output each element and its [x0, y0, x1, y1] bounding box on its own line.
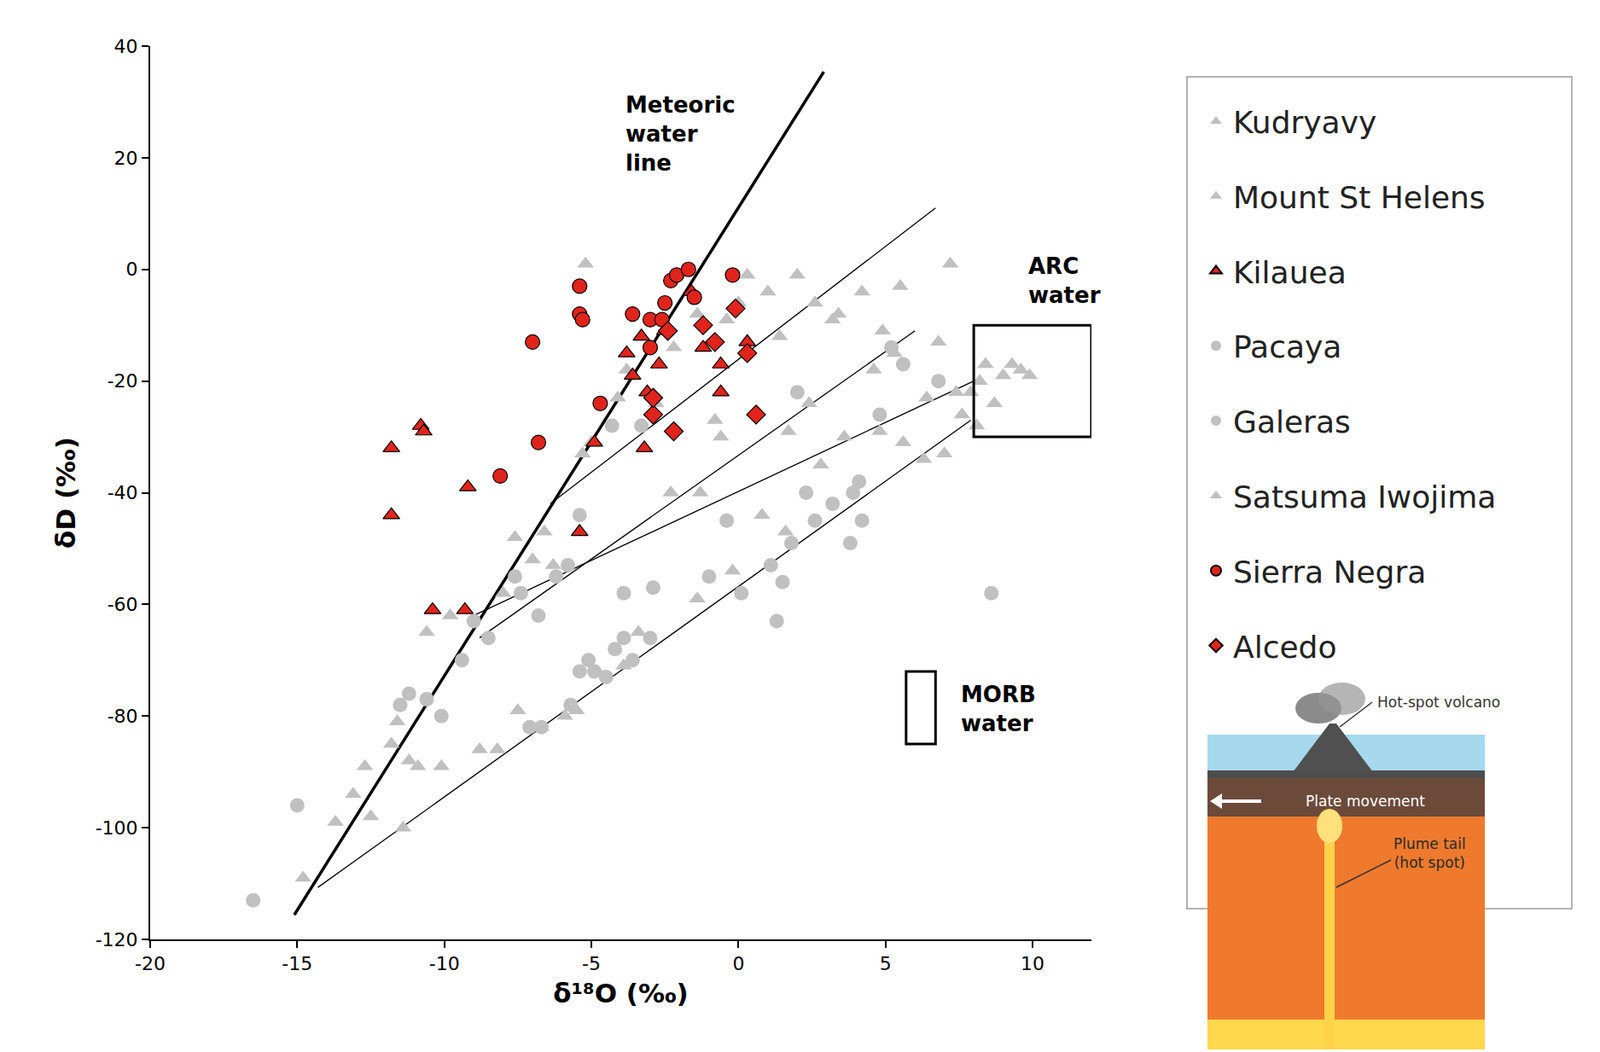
svg-text:40: 40 [114, 35, 139, 58]
svg-text:5: 5 [879, 953, 892, 975]
svg-text:-100: -100 [95, 817, 139, 839]
svg-text:Sierra Negra: Sierra Negra [1233, 554, 1426, 590]
svg-text:δ¹⁸O (‰): δ¹⁸O (‰) [552, 977, 689, 1009]
svg-text:MORBwater: MORBwater [960, 681, 1036, 737]
svg-text:Hot-spot volcano: Hot-spot volcano [1377, 693, 1501, 711]
svg-text:Alcedo: Alcedo [1233, 629, 1337, 665]
svg-text:-10: -10 [429, 953, 460, 975]
svg-text:δD (‰): δD (‰) [50, 436, 82, 549]
svg-text:Meteoricwaterline: Meteoricwaterline [625, 92, 736, 176]
svg-text:20: 20 [114, 147, 139, 169]
svg-text:0: 0 [732, 953, 745, 975]
svg-text:Galeras: Galeras [1233, 404, 1351, 440]
svg-text:Mount St Helens: Mount St Helens [1233, 180, 1486, 216]
svg-text:10: 10 [1020, 953, 1045, 975]
svg-text:-15: -15 [281, 953, 313, 975]
svg-text:Plate movement: Plate movement [1305, 792, 1426, 810]
svg-text:Pacaya: Pacaya [1233, 329, 1342, 365]
svg-text:Kudryavy: Kudryavy [1233, 104, 1377, 140]
svg-text:ARCwater: ARCwater [1028, 253, 1101, 309]
svg-text:-80: -80 [107, 705, 139, 728]
svg-text:Plume tail(hot spot): Plume tail(hot spot) [1393, 835, 1467, 872]
svg-text:-20: -20 [107, 370, 139, 392]
svg-text:-120: -120 [95, 929, 139, 951]
svg-text:-20: -20 [134, 953, 166, 975]
svg-text:Satsuma Iwojima: Satsuma Iwojima [1233, 479, 1496, 515]
svg-text:0: 0 [126, 258, 139, 280]
svg-text:-5: -5 [581, 953, 601, 975]
svg-text:-60: -60 [107, 593, 139, 616]
svg-text:-40: -40 [107, 482, 139, 504]
svg-text:Kilauea: Kilauea [1233, 255, 1347, 291]
